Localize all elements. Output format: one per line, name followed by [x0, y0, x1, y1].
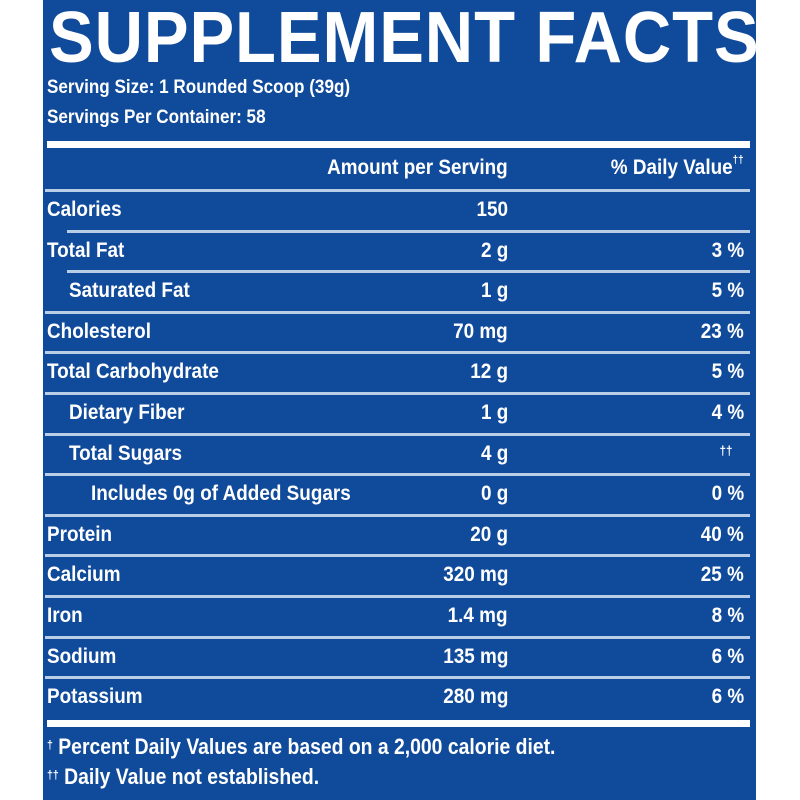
nutrient-daily-value: 8 %	[711, 603, 744, 627]
serving-size: Serving Size: 1 Rounded Scoop (39g)	[47, 77, 351, 98]
nutrient-daily-value: 6 %	[711, 644, 744, 668]
row-divider	[45, 635, 750, 639]
daily-value-header-text: % Daily Value	[611, 156, 733, 179]
row-divider	[45, 351, 750, 355]
table-row-total-carbohydrate: Total Carbohydrate 12 g 5 %	[43, 351, 756, 392]
nutrient-amount: 1 g	[480, 400, 508, 424]
row-divider	[45, 473, 750, 477]
table-row-iron: Iron 1.4 mg 8 %	[43, 594, 756, 636]
nutrient-name: Sodium	[47, 644, 117, 668]
nutrient-daily-value: 23 %	[700, 319, 744, 343]
nutrient-name: Dietary Fiber	[69, 400, 185, 424]
nutrient-daily-value: 3 %	[711, 238, 744, 262]
nutrient-name: Calcium	[47, 563, 121, 587]
nutrient-daily-value: 6 %	[711, 685, 744, 709]
footnote-not-established: †† Daily Value not established.	[47, 764, 319, 790]
label-title: SUPPLEMENT FACTS	[49, 0, 760, 78]
nutrient-daily-value: 25 %	[700, 563, 744, 587]
row-divider	[45, 676, 750, 680]
nutrient-amount: 70 mg	[453, 319, 508, 343]
row-divider	[45, 554, 750, 558]
nutrient-name: Potassium	[47, 685, 143, 709]
table-row-dietary-fiber: Dietary Fiber 1 g 4 %	[43, 391, 756, 433]
dagger-mark: †	[47, 738, 53, 752]
column-header-row: Amount per Serving % Daily Value††	[43, 150, 756, 186]
nutrient-amount: 20 g	[470, 522, 508, 546]
nutrient-daily-value: 5 %	[711, 360, 744, 384]
thick-divider-bottom	[47, 720, 750, 727]
footnote-text: Percent Daily Values are based on a 2,00…	[52, 734, 556, 759]
supplement-facts-panel: SUPPLEMENT FACTS Serving Size: 1 Rounded…	[43, 0, 760, 800]
nutrient-amount: 4 g	[480, 441, 508, 465]
servings-per-container: Servings Per Container: 58	[47, 107, 266, 128]
nutrient-amount: 0 g	[480, 482, 508, 506]
nutrient-amount: 280 mg	[442, 685, 508, 709]
nutrient-name: Protein	[47, 522, 113, 546]
row-divider	[45, 391, 750, 395]
table-row-saturated-fat: Saturated Fat 1 g 5 %	[43, 270, 756, 311]
nutrient-amount: 12 g	[470, 360, 508, 384]
table-row-cholesterol: Cholesterol 70 mg 23 %	[43, 310, 756, 352]
nutrient-daily-value: ††	[718, 442, 732, 458]
nutrient-amount: 1 g	[480, 279, 508, 303]
nutrient-name: Includes 0g of Added Sugars	[91, 482, 351, 506]
nutrient-name: Cholesterol	[47, 319, 151, 343]
nutrient-amount: 1.4 mg	[448, 603, 508, 627]
double-dagger-mark: ††	[47, 768, 59, 782]
nutrient-name: Iron	[47, 603, 83, 627]
row-divider	[45, 513, 750, 517]
row-divider	[45, 432, 750, 436]
daily-value-column-header: % Daily Value††	[611, 154, 744, 180]
nutrient-name: Total Carbohydrate	[47, 360, 219, 384]
table-row-calcium: Calcium 320 mg 25 %	[43, 554, 756, 595]
row-divider	[67, 270, 750, 274]
table-row-total-sugars: Total Sugars 4 g ††	[43, 432, 756, 474]
nutrient-amount: 150	[476, 198, 508, 221]
row-divider	[45, 189, 750, 192]
nutrient-daily-value: 4 %	[711, 400, 744, 424]
table-row-sodium: Sodium 135 mg 6 %	[43, 635, 756, 677]
row-divider	[67, 229, 750, 233]
nutrient-name: Saturated Fat	[69, 279, 190, 303]
row-divider	[45, 310, 750, 314]
nutrient-name: Calories	[47, 198, 122, 221]
table-row-potassium: Potassium 280 mg 6 %	[43, 676, 756, 717]
table-row-total-fat: Total Fat 2 g 3 %	[43, 229, 756, 271]
table-row-protein: Protein 20 g 40 %	[43, 513, 756, 555]
amount-column-header: Amount per Serving	[327, 156, 508, 179]
table-row-added-sugars: Includes 0g of Added Sugars 0 g 0 %	[43, 473, 756, 514]
nutrient-amount: 2 g	[480, 238, 508, 262]
nutrient-table: Calories 150 Total Fat 2 g 3 % Saturated…	[43, 189, 756, 717]
nutrient-name: Total Fat	[47, 238, 125, 262]
nutrient-daily-value: 0 %	[711, 482, 744, 506]
row-divider	[45, 594, 750, 598]
nutrient-name: Total Sugars	[69, 441, 183, 465]
footnote-daily-values: † Percent Daily Values are based on a 2,…	[47, 734, 555, 760]
table-row-calories: Calories 150	[43, 189, 756, 230]
nutrient-daily-value: 40 %	[700, 522, 744, 546]
thick-divider-top	[47, 141, 750, 148]
footnote-text: Daily Value not established.	[58, 764, 320, 789]
nutrient-amount: 135 mg	[442, 644, 508, 668]
double-dagger-mark: ††	[732, 154, 744, 166]
nutrient-amount: 320 mg	[442, 563, 508, 587]
nutrient-daily-value: 5 %	[711, 279, 744, 303]
